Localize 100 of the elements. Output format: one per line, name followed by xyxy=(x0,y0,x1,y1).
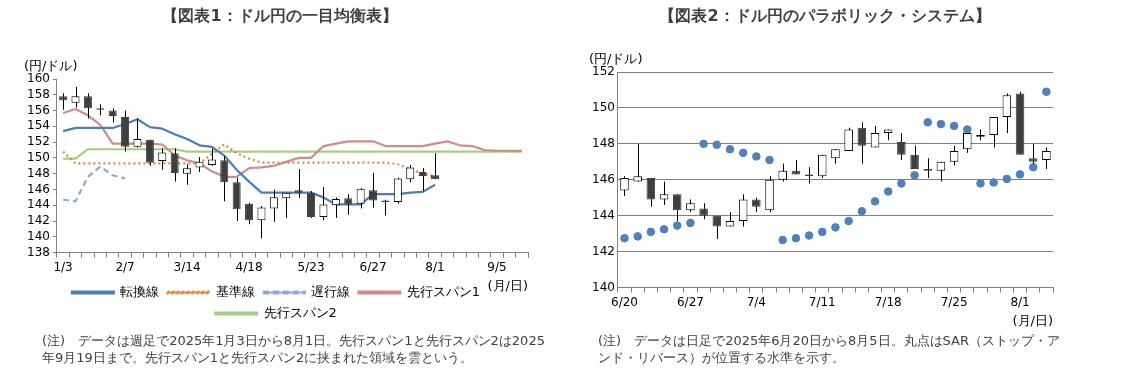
point xyxy=(686,218,695,228)
y-tick-label: 142 xyxy=(592,243,615,258)
candlestick xyxy=(430,152,440,180)
candlestick xyxy=(170,147,179,183)
point xyxy=(817,227,827,237)
point xyxy=(752,152,761,161)
candlestick xyxy=(646,177,656,208)
y-tick-label: 144 xyxy=(27,197,50,212)
point xyxy=(963,125,972,134)
point xyxy=(633,232,642,241)
x-tick-label: 6/27 xyxy=(359,259,387,274)
x-tick-label: 7/4 xyxy=(746,294,766,309)
point xyxy=(949,121,959,131)
text: (注) データは週足で2025年1月3日から8月1日。先行スパン1と先行スパン2は2025年9月19日まで。先行スパン1と先行スパン2に挟まれた領域を雲という。 xyxy=(42,332,546,366)
point xyxy=(1002,174,1012,184)
point xyxy=(791,233,801,243)
point xyxy=(725,144,735,154)
point xyxy=(923,118,933,127)
line-series xyxy=(62,165,127,203)
legend-label: 先行スパン1 xyxy=(406,283,481,299)
point xyxy=(620,233,629,243)
candlestick xyxy=(145,139,154,167)
candlestick xyxy=(344,193,353,216)
candlestick xyxy=(633,143,642,183)
point xyxy=(765,155,774,165)
point xyxy=(699,139,708,149)
x-axis-title: (月/日) xyxy=(1012,312,1053,328)
chart-title: 【図表2：ドル円のパラボリック・システム】 xyxy=(658,6,992,27)
x-tick-label: 5/23 xyxy=(297,259,325,274)
y-axis-title: (円/ドル) xyxy=(24,57,78,73)
x-axis-title: (月/日) xyxy=(487,277,528,293)
candlestick xyxy=(307,190,316,219)
candlestick xyxy=(133,117,142,149)
y-tick-label: 146 xyxy=(27,181,50,196)
x-tick-label: 6/20 xyxy=(611,294,638,309)
point xyxy=(870,197,880,206)
x-tick-label: 8/1 xyxy=(425,259,445,274)
y-tick-label: 140 xyxy=(592,279,615,294)
point xyxy=(738,148,748,158)
candlestick xyxy=(71,86,80,108)
legend-label: 基準線 xyxy=(215,283,255,299)
candlestick xyxy=(356,187,365,209)
point xyxy=(646,227,656,237)
point xyxy=(936,119,946,129)
x-tick-label: 6/27 xyxy=(676,294,704,309)
x-tick-label: 3/14 xyxy=(173,259,201,274)
x-tick-label: 7/11 xyxy=(808,294,836,309)
candlestick xyxy=(897,132,906,161)
candlestick xyxy=(331,196,340,219)
candlestick xyxy=(672,193,682,222)
chart-title: 【図表1：ドル円の一目均衡表】 xyxy=(161,6,399,27)
candlestick xyxy=(393,177,402,205)
point xyxy=(976,179,985,188)
y-tick-label: 150 xyxy=(592,100,615,115)
y-tick-label: 158 xyxy=(27,86,50,101)
x-tick-label: 7/18 xyxy=(874,294,902,309)
y-tick-label: 138 xyxy=(27,244,50,259)
point xyxy=(672,221,682,230)
candlestick xyxy=(1002,93,1012,134)
point xyxy=(778,235,788,245)
y-tick-label: 148 xyxy=(27,165,50,180)
y-tick-label: 156 xyxy=(27,102,50,117)
point xyxy=(712,140,722,150)
candlestick xyxy=(857,121,867,165)
y-tick-label: 150 xyxy=(27,150,50,165)
x-tick-label: 4/18 xyxy=(235,259,263,274)
candlestick xyxy=(989,116,998,148)
y-tick-label: 152 xyxy=(27,134,50,149)
legend-label: 先行スパン2 xyxy=(263,304,337,320)
legend-label: 転換線 xyxy=(120,283,160,299)
x-tick-label: 8/1 xyxy=(1010,294,1030,309)
x-tick-label: 1/3 xyxy=(53,259,73,274)
y-tick-label: 148 xyxy=(592,135,615,150)
y-tick-label: 154 xyxy=(27,118,50,133)
y-tick-label: 146 xyxy=(592,171,615,186)
point xyxy=(1028,162,1038,172)
y-tick-label: 152 xyxy=(592,64,615,79)
point xyxy=(989,178,998,187)
point xyxy=(883,187,893,196)
text: (注) データは日足で2025年6月20日から8月5日。丸点はSAR（ストップ・アンド・リバース）が位置する水準を示す。 xyxy=(598,332,1061,366)
candlestick xyxy=(659,181,669,206)
point xyxy=(844,216,853,226)
candlestick xyxy=(418,167,427,192)
x-tick-label: 2/7 xyxy=(115,259,135,274)
candlestick xyxy=(220,155,229,202)
y-tick-label: 144 xyxy=(592,207,615,222)
x-tick-label: 9/5 xyxy=(487,259,507,274)
point xyxy=(659,224,669,234)
point xyxy=(804,231,814,240)
point xyxy=(1015,170,1025,179)
point xyxy=(910,171,919,180)
y-tick-label: 160 xyxy=(27,71,50,86)
candlestick xyxy=(183,163,192,186)
candlestick xyxy=(294,168,303,199)
point xyxy=(1042,87,1051,97)
candlestick xyxy=(369,172,378,209)
y-axis-title: (円/ドル) xyxy=(589,50,643,66)
point xyxy=(857,206,867,216)
point xyxy=(897,179,906,188)
candlestick xyxy=(245,202,254,225)
